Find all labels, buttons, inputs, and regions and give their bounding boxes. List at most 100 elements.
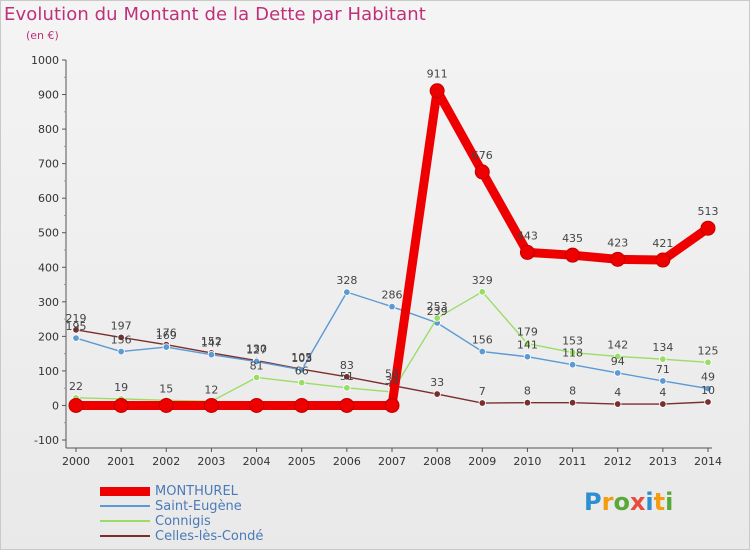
legend-label: Connigis [155,514,211,529]
x-tick-label: 2006 [333,455,361,468]
data-label: 8 [524,385,531,398]
data-point [117,333,125,342]
data-label: 58 [385,367,399,380]
data-label: 141 [517,339,538,352]
y-tick-label: 100 [38,365,59,378]
legend-item: Connigis [100,514,360,529]
y-tick-label: 300 [38,296,59,309]
data-point [433,390,441,398]
data-label: 105 [291,351,312,364]
x-tick-label: 2002 [152,455,180,468]
data-point [478,399,486,407]
data-label: 94 [611,355,625,368]
data-label: 15 [159,382,173,395]
data-label: 423 [607,236,628,249]
data-label: 49 [701,371,715,384]
data-point [614,400,622,408]
data-point [343,384,351,392]
logo-letter: P [584,488,602,516]
logo-letter: t [653,488,666,516]
data-point [249,397,265,413]
x-tick-label: 2012 [604,455,632,468]
x-tick-label: 2008 [423,455,451,468]
y-tick-label: 900 [38,89,59,102]
x-tick-label: 2007 [378,455,406,468]
data-label: 142 [607,338,628,351]
data-point [158,397,174,413]
y-tick-label: -100 [34,434,59,447]
data-label: 22 [69,380,83,393]
data-label: 134 [652,341,673,354]
data-point [207,350,216,359]
data-label: 156 [111,334,132,347]
data-label: 156 [472,334,493,347]
data-point [704,358,712,366]
data-label: 33 [430,376,444,389]
data-point [474,164,490,180]
data-point [113,397,129,413]
data-label: 127 [246,344,267,357]
data-label: 118 [562,347,583,360]
data-label: 153 [562,335,583,348]
data-point [655,252,671,268]
logo-letter: o [613,488,630,516]
data-label: 12 [204,383,218,396]
data-label: 195 [66,320,87,333]
data-label: 169 [156,329,177,342]
x-tick-label: 2000 [62,455,90,468]
chart-title: Evolution du Montant de la Dette par Hab… [4,4,426,25]
data-point [117,347,125,356]
data-label: 81 [250,359,264,372]
data-point [568,398,577,407]
data-label: 103 [291,352,312,365]
data-point [478,347,486,356]
x-tick-label: 2014 [694,455,722,468]
data-point [294,397,310,413]
data-point [704,384,712,393]
x-tick-label: 2001 [107,455,135,468]
data-point [700,220,716,236]
data-point [339,397,355,413]
data-label: 4 [614,386,621,399]
logo-letter: i [645,488,654,516]
data-point [252,373,261,382]
data-label: 147 [201,337,222,350]
chart-legend: MONTHUREL Saint-Eugène Connigis Celles-lès-… [100,484,360,544]
data-point [298,366,306,374]
data-point [203,397,219,413]
data-label: 39 [385,374,399,387]
legend-item: MONTHUREL [100,484,360,499]
y-tick-label: 800 [38,123,59,136]
data-point [384,397,400,413]
data-point [433,314,441,322]
data-label: 4 [659,386,666,399]
data-point [68,397,84,413]
data-label: 197 [111,319,132,332]
data-label: 19 [114,381,128,394]
legend-item: Saint-Eugène [100,499,360,514]
data-point [298,378,306,387]
data-label: 176 [156,327,177,340]
data-point [614,352,622,361]
data-point [659,355,667,363]
data-label: 152 [201,335,222,348]
data-label: 125 [698,344,719,357]
x-tick-label: 2009 [468,455,496,468]
data-label: 676 [472,149,493,162]
x-tick-label: 2005 [288,455,316,468]
data-label: 239 [427,305,448,318]
y-tick-label: 400 [38,261,59,274]
data-label: 51 [340,370,354,383]
data-point [568,348,577,357]
data-label: 911 [427,68,448,81]
data-label: 435 [562,232,583,245]
y-tick-label: 200 [38,330,59,343]
data-label: 10 [701,384,715,397]
data-point [523,339,532,348]
chart-unit-label: (en €) [26,29,59,42]
y-tick-label: 500 [38,227,59,240]
legend-label: MONTHUREL [155,484,238,499]
legend-swatch [100,505,150,507]
